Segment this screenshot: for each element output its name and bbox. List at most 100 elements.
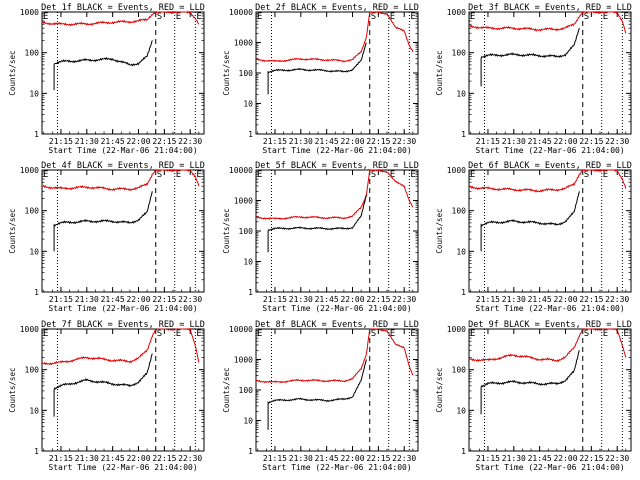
- marker-label: E: [603, 170, 608, 180]
- marker-label: E: [390, 170, 395, 180]
- y-tick-label: 1: [461, 130, 466, 139]
- x-tick-label: 21:15: [49, 454, 73, 463]
- y-tick-label: 1000: [447, 166, 466, 175]
- chart-title: Det 7f BLACK = Events, RED = LLD: [41, 320, 205, 330]
- chart-panel-3: Det 3f BLACK = Events, RED = LLD 1 10 100 10…: [435, 3, 632, 155]
- marker-label-left: E: [43, 12, 48, 22]
- x-tick-label: 22:00: [126, 137, 150, 146]
- x-tick-label: 21:30: [75, 295, 99, 304]
- plot-frame: [255, 11, 419, 135]
- x-tick-label: 21:15: [476, 137, 500, 146]
- x-axis-label: Start Time (22-Mar-06 21:04:00): [262, 304, 411, 313]
- x-tick-label: 21:45: [101, 137, 125, 146]
- y-axis-label: Counts/sec: [435, 208, 444, 253]
- chart-panel-5: Det 5f BLACK = Events, RED = LLD 1 10 100 10…: [222, 161, 419, 313]
- series-lld-line: [469, 169, 627, 193]
- x-tick-label: 21:45: [315, 137, 339, 146]
- x-tick-label: 22:15: [152, 137, 176, 146]
- marker-label: E: [410, 12, 415, 22]
- series-events-line: [267, 42, 367, 95]
- chart-title: Det 4f BLACK = Events, RED = LLD: [41, 161, 205, 171]
- x-tick-label: 22:00: [126, 295, 150, 304]
- marker-label: S: [371, 329, 376, 339]
- marker-label-left: E: [257, 12, 262, 22]
- marker-label: E: [176, 12, 181, 22]
- marker-label: E: [603, 329, 608, 339]
- chart-title: Det 8f BLACK = Events, RED = LLD: [255, 320, 419, 330]
- x-tick-label: 22:30: [178, 137, 202, 146]
- x-tick-label: 21:15: [263, 137, 287, 146]
- series-lld-line: [41, 169, 200, 192]
- x-tick-label: 21:15: [49, 137, 73, 146]
- y-tick-label: 100: [239, 69, 254, 78]
- chart-title: Det 9f BLACK = Events, RED = LLD: [468, 320, 632, 330]
- y-axis-label: Counts/sec: [222, 208, 231, 253]
- chart-panel-7: Det 7f BLACK = Events, RED = LLD 1 10 100 10…: [8, 320, 205, 472]
- x-axis-label: Start Time (22-Mar-06 21:04:00): [262, 146, 411, 155]
- marker-label: E: [623, 12, 628, 22]
- x-tick-label: 21:45: [528, 295, 552, 304]
- x-tick-label: 21:15: [49, 295, 73, 304]
- y-tick-label: 1000: [234, 356, 253, 365]
- y-tick-label: 100: [452, 49, 467, 58]
- chart-panel-9: Det 9f BLACK = Events, RED = LLD 1 10 100 10…: [435, 320, 632, 472]
- y-tick-label: 100: [452, 366, 467, 375]
- y-tick-label: 1: [34, 130, 39, 139]
- marker-label-left: E: [43, 329, 48, 339]
- marker-label: E: [410, 170, 415, 180]
- chart-title: Det 2f BLACK = Events, RED = LLD: [255, 3, 419, 13]
- y-tick-label: 10: [29, 247, 39, 256]
- marker-label-left: E: [470, 12, 475, 22]
- plot-frame: [255, 169, 419, 293]
- series-events-line: [267, 359, 367, 430]
- y-tick-label: 10: [456, 89, 466, 98]
- x-tick-label: 22:00: [340, 137, 364, 146]
- x-axis-label: Start Time (22-Mar-06 21:04:00): [48, 146, 197, 155]
- y-tick-label: 10: [243, 100, 253, 109]
- x-tick-label: 22:00: [340, 295, 364, 304]
- x-tick-label: 21:30: [289, 454, 313, 463]
- x-axis-label: Start Time (22-Mar-06 21:04:00): [262, 463, 411, 472]
- marker-label: E: [390, 12, 395, 22]
- x-tick-label: 21:30: [289, 295, 313, 304]
- x-tick-label: 22:30: [178, 454, 202, 463]
- chart-panel-1: Det 1f BLACK = Events, RED = LLD 1 10 100 10…: [8, 3, 205, 155]
- series-lld-line: [41, 11, 200, 27]
- plot-frame: [468, 169, 632, 293]
- y-axis-label: Counts/sec: [435, 50, 444, 95]
- y-tick-label: 10: [243, 258, 253, 267]
- marker-label: S: [584, 12, 589, 22]
- y-axis-label: Counts/sec: [435, 367, 444, 412]
- y-axis-label: Counts/sec: [222, 367, 231, 412]
- marker-label: E: [410, 329, 415, 339]
- marker-label: E: [623, 170, 628, 180]
- y-axis-label: Counts/sec: [8, 50, 17, 95]
- x-tick-label: 22:15: [579, 295, 603, 304]
- x-tick-label: 22:15: [366, 137, 390, 146]
- marker-label: E: [623, 329, 628, 339]
- x-tick-label: 21:45: [528, 454, 552, 463]
- x-tick-label: 22:15: [152, 295, 176, 304]
- series-events-line: [480, 350, 580, 415]
- x-tick-label: 21:45: [101, 295, 125, 304]
- plot-frame: [41, 328, 205, 452]
- y-tick-label: 1000: [20, 325, 39, 334]
- marker-label: S: [371, 170, 376, 180]
- y-tick-label: 10: [456, 406, 466, 415]
- series-lld-line: [468, 11, 627, 34]
- y-tick-label: 10: [243, 417, 253, 426]
- series-events-line: [267, 194, 367, 253]
- y-tick-label: 1000: [447, 8, 466, 17]
- y-tick-label: 100: [239, 227, 254, 236]
- marker-label: E: [196, 329, 201, 339]
- plot-frame: [41, 169, 205, 293]
- series-events-line: [53, 353, 153, 417]
- x-axis-label: Start Time (22-Mar-06 21:04:00): [475, 146, 624, 155]
- y-tick-label: 1: [461, 447, 466, 456]
- chart-panel-8: Det 8f BLACK = Events, RED = LLD 1 10 100 10…: [222, 320, 419, 472]
- chart-panel-6: Det 6f BLACK = Events, RED = LLD 1 10 100 10…: [435, 161, 632, 313]
- y-tick-label: 10: [29, 89, 39, 98]
- x-axis-label: Start Time (22-Mar-06 21:04:00): [475, 304, 624, 313]
- x-tick-label: 21:45: [528, 137, 552, 146]
- x-tick-label: 22:15: [366, 295, 390, 304]
